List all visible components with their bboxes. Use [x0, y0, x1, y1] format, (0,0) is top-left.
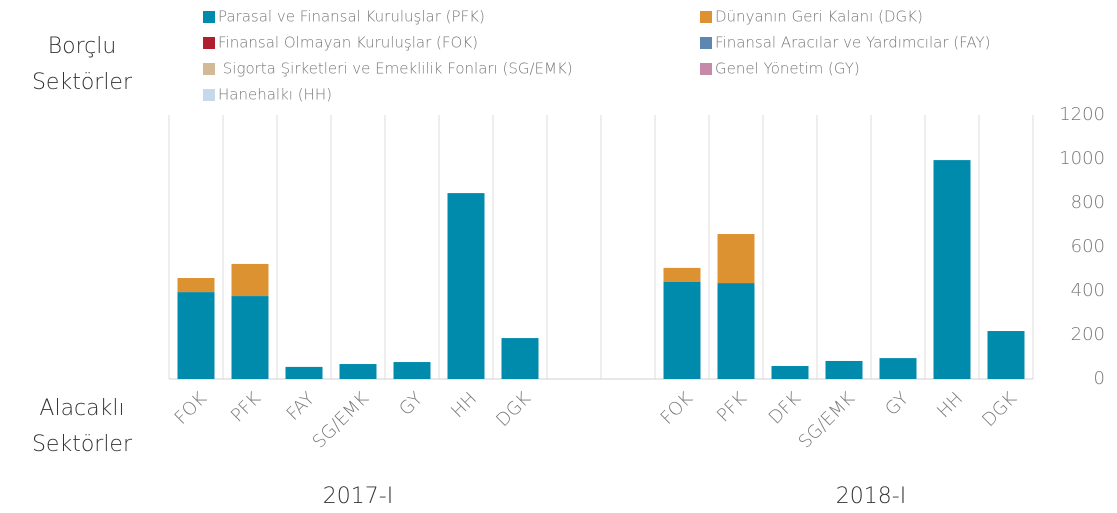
y-tick-label: 1000: [1059, 148, 1105, 169]
legend-swatch: [203, 63, 215, 75]
x-tick-label: FOK: [657, 388, 698, 429]
bar-segment: [447, 193, 485, 379]
legend-label: Genel Yönetim (GY): [715, 60, 860, 78]
x-tick-label: HH: [447, 388, 481, 422]
debtor-label: Borçlu: [48, 34, 117, 59]
creditor-label: Alacaklı: [39, 396, 124, 421]
x-tick-label: SG/EMK: [795, 388, 860, 453]
legend-label: Dünyanın Geri Kalanı (DGK): [715, 8, 923, 26]
y-tick-label: 400: [1071, 280, 1105, 301]
bar-segment: [933, 160, 971, 379]
group-label: 2017-I: [323, 484, 393, 509]
legend-label: Finansal Olmayan Kuruluşlar (FOK): [218, 34, 478, 52]
legend-label: Finansal Aracılar ve Yardımcılar (FAY): [715, 34, 990, 52]
legend-swatch: [203, 11, 215, 23]
creditor-label: Sektörler: [32, 432, 133, 457]
x-tick-label: DFK: [765, 388, 805, 428]
legend-label: Parasal ve Finansal Kuruluşlar (PFK): [218, 8, 485, 26]
x-tick-label: PFK: [713, 388, 751, 426]
x-tick-label: FAY: [283, 388, 320, 425]
bar-segment: [231, 263, 269, 297]
x-tick-label: FOK: [171, 388, 212, 429]
y-tick-label: 800: [1071, 192, 1105, 213]
x-tick-label: PFK: [227, 388, 265, 426]
x-tick-label: HH: [933, 388, 967, 422]
x-tick-label: GY: [395, 388, 427, 420]
bar-segment: [177, 292, 215, 379]
bar-segment: [771, 366, 809, 379]
y-tick-label: 1200: [1059, 104, 1105, 125]
bar-segment: [987, 331, 1025, 379]
legend-swatch: [203, 89, 215, 101]
bar-segment: [231, 296, 269, 379]
bar-segment: [663, 267, 701, 282]
bar-segment: [879, 358, 917, 379]
legend-label: Hanehalkı (HH): [218, 86, 332, 104]
legend-swatch: [203, 37, 215, 49]
bar-segment: [663, 281, 701, 379]
x-tick-label: DGK: [492, 388, 535, 431]
debtor-label: Sektörler: [32, 70, 133, 95]
bar-segment: [501, 338, 539, 379]
bar-segment: [717, 283, 755, 379]
legend-swatch: [700, 63, 712, 75]
y-tick-label: 200: [1071, 324, 1105, 345]
bar-segment: [285, 366, 323, 379]
legend-swatch: [700, 37, 712, 49]
y-tick-label: 600: [1071, 236, 1105, 257]
bar-segment: [825, 360, 863, 379]
bar-segment: [393, 362, 431, 379]
x-tick-label: GY: [881, 388, 913, 420]
legend-label: Sigorta Şirketleri ve Emeklilik Fonları …: [218, 60, 573, 78]
bar-segment: [339, 364, 377, 379]
x-tick-label: DGK: [978, 388, 1021, 431]
y-tick-label: 0: [1094, 368, 1105, 389]
legend-swatch: [700, 11, 712, 23]
bar-segment: [177, 278, 215, 293]
bar-segment: [717, 234, 755, 284]
group-label: 2018-I: [836, 484, 906, 509]
x-tick-label: SG/EMK: [309, 388, 374, 453]
